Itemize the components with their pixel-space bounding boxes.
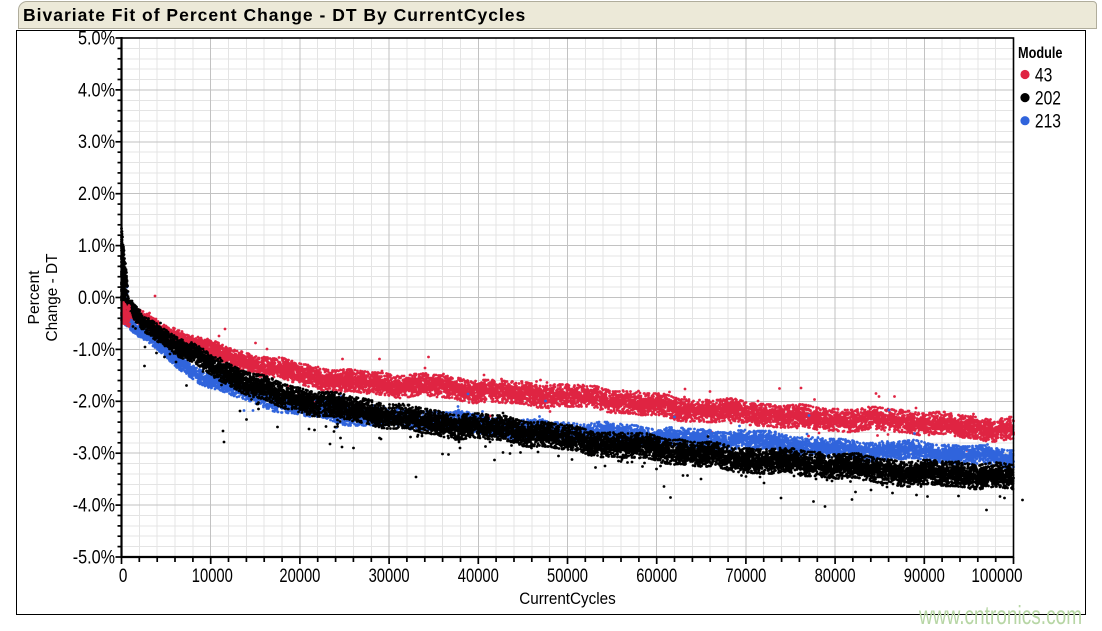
svg-text:CurrentCycles: CurrentCycles: [519, 589, 616, 608]
svg-text:-2.0%: -2.0%: [73, 392, 115, 413]
svg-text:60000: 60000: [636, 566, 677, 587]
svg-text:5.0%: 5.0%: [78, 28, 115, 49]
svg-text:50000: 50000: [547, 566, 588, 587]
svg-text:20000: 20000: [279, 566, 320, 587]
svg-text:2.0%: 2.0%: [78, 184, 115, 205]
svg-text:40000: 40000: [458, 566, 499, 587]
svg-text:213: 213: [1035, 112, 1061, 133]
svg-text:43: 43: [1035, 65, 1052, 86]
svg-text:80000: 80000: [815, 566, 856, 587]
svg-text:30000: 30000: [369, 566, 410, 587]
svg-text:-1.0%: -1.0%: [73, 340, 115, 361]
svg-text:-3.0%: -3.0%: [73, 444, 115, 465]
svg-text:10000: 10000: [192, 566, 233, 587]
svg-text:202: 202: [1035, 89, 1061, 110]
svg-text:90000: 90000: [904, 566, 945, 587]
svg-text:1.0%: 1.0%: [78, 236, 115, 257]
svg-text:-5.0%: -5.0%: [73, 547, 115, 568]
svg-text:Module: Module: [1018, 45, 1063, 62]
svg-text:4.0%: 4.0%: [78, 80, 115, 101]
svg-text:-4.0%: -4.0%: [73, 496, 115, 517]
svg-text:3.0%: 3.0%: [78, 132, 115, 153]
svg-text:0: 0: [119, 566, 128, 587]
svg-text:0.0%: 0.0%: [78, 288, 115, 309]
svg-text:100000: 100000: [971, 566, 1022, 587]
svg-text:PercentChange - DT: PercentChange - DT: [26, 253, 61, 342]
svg-text:70000: 70000: [725, 566, 766, 587]
